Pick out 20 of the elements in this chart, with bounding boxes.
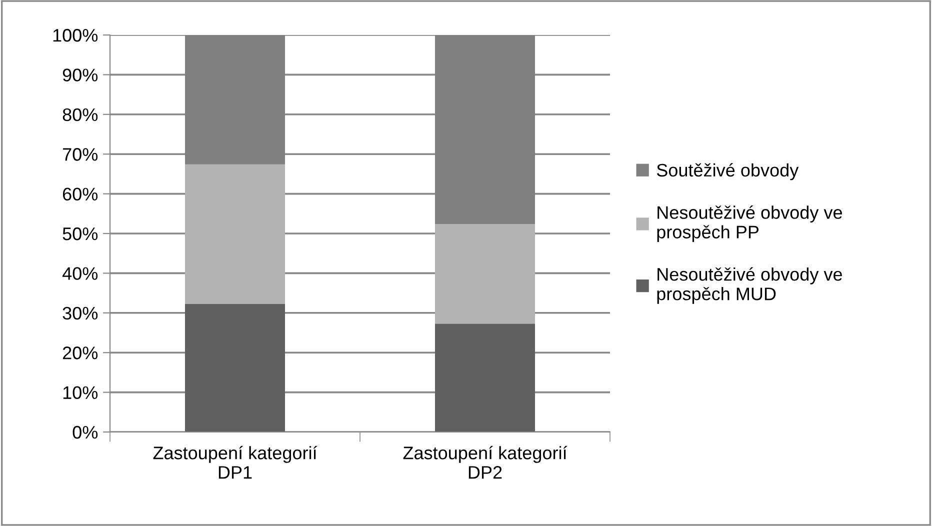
y-tick-label: 30% — [62, 306, 98, 320]
y-tick-label: 10% — [63, 386, 98, 400]
y-tick-label: 0% — [72, 426, 98, 439]
bar — [185, 304, 285, 432]
y-tick-label: 70% — [62, 148, 98, 161]
legend-label: Soutěživé obvody — [656, 163, 799, 180]
y-tick-label: 40% — [62, 267, 98, 280]
x-tick-label: Zastoupení kategorií DP1 — [153, 446, 318, 479]
legend-label: Nesoutěživé obvody ve prospěch PP — [657, 205, 842, 242]
bar — [185, 164, 285, 304]
y-tick-label: 50% — [62, 227, 98, 240]
y-tick-label: 80% — [62, 108, 98, 122]
y-tick-label: 100% — [53, 28, 98, 42]
bar — [435, 224, 535, 324]
legend-label: Nesoutěživé obvody ve prospěch MUD — [657, 267, 842, 304]
x-tick-label: Zastoupení kategorií DP2 — [403, 446, 568, 479]
y-tick-label: 20% — [62, 346, 98, 360]
y-tick-label: 60% — [62, 188, 98, 201]
bar — [435, 324, 535, 432]
y-tick-label: 90% — [62, 68, 98, 82]
